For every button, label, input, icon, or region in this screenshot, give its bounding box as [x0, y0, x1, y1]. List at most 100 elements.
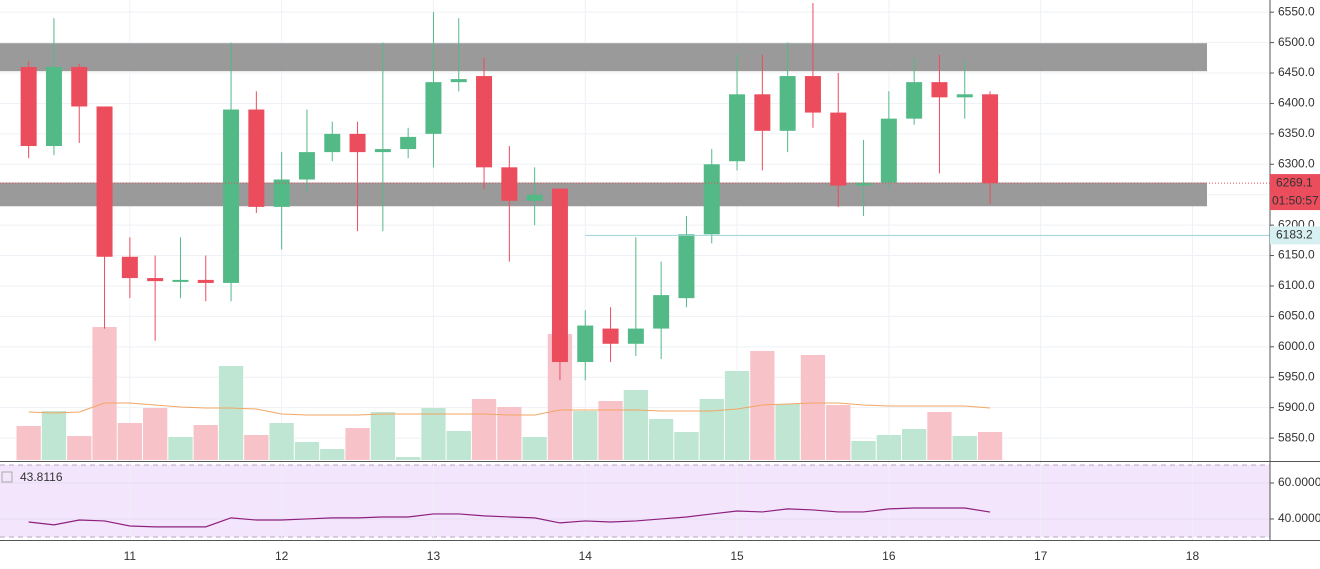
volume-bar — [370, 412, 395, 460]
candle-body — [526, 194, 543, 201]
volume-bar — [927, 412, 952, 460]
volume-bar — [674, 432, 699, 460]
level-label: 6183.2 — [1276, 228, 1313, 242]
candle-body — [653, 295, 670, 329]
volume-bar — [320, 449, 345, 460]
x-tick-label: 16 — [882, 549, 896, 563]
volume-bar — [41, 411, 67, 460]
y-tick-label: 5850.0 — [1278, 430, 1315, 444]
candle-body — [982, 94, 999, 184]
candle-body — [374, 149, 391, 153]
y-tick-label: 6350.0 — [1278, 126, 1315, 140]
volume-bar — [269, 423, 294, 460]
volume-bar — [522, 437, 547, 460]
candle-body — [324, 133, 341, 153]
candle-body — [956, 94, 973, 98]
x-tick-label: 18 — [1186, 549, 1200, 563]
candle-body — [627, 328, 644, 344]
volume-bar — [598, 401, 623, 460]
candle-body — [248, 109, 265, 207]
y-tick-label: 5950.0 — [1278, 369, 1315, 383]
volume-bar — [699, 399, 724, 460]
volume-bar — [396, 457, 421, 460]
volume-bar — [16, 426, 41, 460]
y-tick-label: 6150.0 — [1278, 248, 1315, 262]
volume-bar — [446, 431, 471, 460]
volume-bar — [421, 408, 446, 460]
countdown-label: 01:50:57 — [1272, 193, 1319, 207]
y-tick-label: 6300.0 — [1278, 156, 1315, 170]
y-tick-label: 6100.0 — [1278, 278, 1315, 292]
candle-body — [855, 182, 872, 186]
volume-bar — [876, 435, 901, 460]
candle-body — [678, 234, 695, 299]
volume-bar — [649, 419, 674, 460]
y-tick-label: 6000.0 — [1278, 339, 1315, 353]
x-tick-label: 11 — [124, 549, 137, 563]
volume-bar — [143, 408, 168, 460]
candle-body — [476, 76, 493, 168]
x-tick-label: 14 — [579, 549, 593, 563]
candle-body — [703, 164, 720, 235]
last-price-tag — [1270, 174, 1320, 211]
volume-bar — [826, 405, 851, 460]
candle-body — [147, 278, 164, 282]
x-tick-label: 17 — [1034, 549, 1048, 563]
volume-bar — [775, 404, 800, 460]
candle-body — [349, 133, 366, 153]
candle-body — [400, 136, 417, 150]
candle-body — [602, 328, 619, 344]
candle-body — [45, 66, 62, 147]
x-tick-label: 12 — [275, 549, 289, 563]
zone — [0, 43, 1207, 72]
candle-body — [450, 79, 467, 83]
y-tick-label: 6050.0 — [1278, 309, 1315, 323]
candle-body — [906, 82, 923, 119]
candle-body — [273, 179, 290, 207]
candle-body — [425, 82, 442, 134]
rsi-line — [28, 507, 991, 528]
candle-body — [551, 188, 568, 363]
candle-body — [577, 325, 594, 363]
candle-body — [880, 118, 897, 183]
volume-bar — [117, 423, 142, 460]
candle-body — [931, 82, 948, 98]
candle-body — [754, 94, 771, 131]
rsi-band-fill — [0, 464, 1270, 537]
volume-bar — [244, 435, 269, 460]
rsi-legend-icon — [1, 471, 13, 483]
candle-body — [501, 167, 518, 201]
volume-bar — [851, 441, 876, 460]
candle-body — [804, 76, 821, 113]
volume-bar — [294, 442, 320, 460]
volume-bar — [902, 429, 927, 460]
candle-body — [96, 106, 113, 257]
volume-bar — [952, 436, 977, 460]
candle-body — [197, 279, 214, 283]
volume-bar — [497, 407, 522, 460]
candle-body — [298, 152, 315, 180]
y-tick-label: 6400.0 — [1278, 96, 1315, 110]
volume-bar — [573, 411, 598, 460]
rsi-value-label: 43.8116 — [20, 470, 63, 484]
volume-bar — [724, 371, 750, 460]
candle-body — [779, 76, 796, 131]
last-price-label: 6269.1 — [1276, 175, 1313, 189]
rsi-tick-label: 60.0000 — [1278, 475, 1320, 489]
volume-bar — [800, 355, 826, 460]
volume-bar — [977, 432, 1003, 460]
candle-body — [729, 94, 746, 162]
volume-bar — [623, 390, 648, 460]
candle-body — [830, 112, 847, 186]
volume-bar — [168, 437, 193, 460]
candle-body — [223, 109, 240, 283]
y-tick-label: 6450.0 — [1278, 65, 1315, 79]
candle-body — [71, 66, 88, 107]
y-tick-label: 6550.0 — [1278, 4, 1315, 18]
level-tag — [1270, 226, 1320, 245]
volume-bar — [67, 436, 92, 460]
y-tick-label: 5900.0 — [1278, 400, 1315, 414]
volume-bar — [92, 327, 117, 460]
y-tick-label: 6500.0 — [1278, 35, 1315, 49]
